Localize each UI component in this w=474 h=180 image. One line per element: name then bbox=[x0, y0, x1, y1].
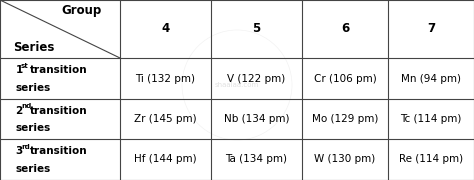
Bar bbox=[0, 99, 120, 139]
Text: series: series bbox=[16, 82, 51, 93]
Text: transition: transition bbox=[30, 146, 88, 156]
Text: transition: transition bbox=[30, 65, 88, 75]
Bar bbox=[388, 99, 474, 139]
Text: 7: 7 bbox=[427, 22, 435, 35]
Bar bbox=[0, 0, 120, 58]
Bar bbox=[211, 139, 302, 180]
Bar bbox=[211, 58, 302, 99]
Text: 4: 4 bbox=[161, 22, 170, 35]
Text: Mn (94 pm): Mn (94 pm) bbox=[401, 73, 461, 84]
Text: nd: nd bbox=[21, 103, 31, 109]
Text: Ti (132 pm): Ti (132 pm) bbox=[136, 73, 195, 84]
Text: 1: 1 bbox=[16, 65, 23, 75]
Bar bbox=[211, 99, 302, 139]
Text: Mo (129 pm): Mo (129 pm) bbox=[312, 114, 378, 124]
Bar bbox=[120, 99, 211, 139]
Text: series: series bbox=[16, 123, 51, 133]
Bar bbox=[302, 99, 388, 139]
Text: Ta (134 pm): Ta (134 pm) bbox=[226, 154, 288, 165]
Bar bbox=[120, 58, 211, 99]
Bar bbox=[120, 139, 211, 180]
Text: V (122 pm): V (122 pm) bbox=[228, 73, 286, 84]
Text: Hf (144 pm): Hf (144 pm) bbox=[134, 154, 197, 165]
Text: Zr (145 pm): Zr (145 pm) bbox=[134, 114, 197, 124]
Bar bbox=[388, 139, 474, 180]
Text: st: st bbox=[21, 63, 29, 69]
Bar bbox=[0, 58, 120, 99]
Bar bbox=[302, 0, 388, 58]
Text: 2: 2 bbox=[16, 106, 23, 116]
Text: Re (114 pm): Re (114 pm) bbox=[399, 154, 463, 165]
Bar bbox=[0, 139, 120, 180]
Text: W (130 pm): W (130 pm) bbox=[314, 154, 375, 165]
Bar bbox=[388, 58, 474, 99]
Text: 5: 5 bbox=[252, 22, 261, 35]
Text: Nb (134 pm): Nb (134 pm) bbox=[224, 114, 289, 124]
Text: Cr (106 pm): Cr (106 pm) bbox=[314, 73, 376, 84]
Bar bbox=[388, 0, 474, 58]
Text: Group: Group bbox=[62, 4, 102, 17]
Bar bbox=[302, 139, 388, 180]
Text: rd: rd bbox=[21, 144, 30, 150]
Bar bbox=[120, 0, 211, 58]
Text: Series: Series bbox=[13, 41, 55, 54]
Text: 3: 3 bbox=[16, 146, 23, 156]
Text: series: series bbox=[16, 163, 51, 174]
Text: 6: 6 bbox=[341, 22, 349, 35]
Text: transition: transition bbox=[30, 106, 88, 116]
Bar bbox=[302, 58, 388, 99]
Bar bbox=[211, 0, 302, 58]
Text: Tc (114 pm): Tc (114 pm) bbox=[401, 114, 462, 124]
Text: shaalaa.com: shaalaa.com bbox=[215, 82, 259, 88]
